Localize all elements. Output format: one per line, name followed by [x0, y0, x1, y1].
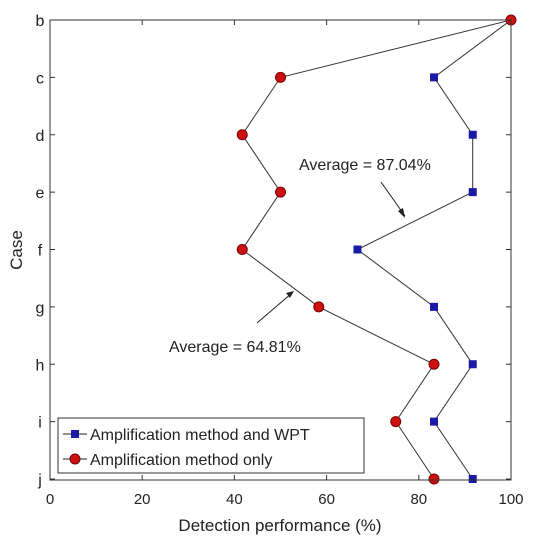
annotation-arrowhead-wpt	[398, 208, 405, 218]
y-tick-label: g	[36, 300, 45, 317]
data-point-square	[468, 130, 477, 139]
x-tick-label: 100	[498, 491, 523, 508]
data-point-circle	[275, 71, 286, 83]
x-tick-label: 80	[410, 491, 427, 508]
data-point-circle	[236, 244, 248, 255]
legend-marker-amp	[69, 453, 81, 465]
plot-frame	[49, 19, 512, 481]
annotation-wpt: Average = 87.04%	[299, 157, 431, 218]
y-tick-label: i	[38, 415, 42, 432]
data-point-circle	[313, 301, 325, 313]
annotation-text-amp: Average = 64.81%	[169, 339, 301, 356]
legend: Amplification method and WPT Amplificati…	[57, 417, 365, 474]
legend-label-amp: Amplification method only	[90, 452, 272, 469]
legend-box	[57, 417, 365, 474]
data-point-circle	[236, 129, 248, 141]
y-tick-label: d	[36, 128, 45, 145]
data-point-circle	[275, 186, 286, 198]
y-axis-label: Case	[7, 230, 26, 270]
x-axis-label: Detection performance (%)	[178, 516, 381, 535]
data-point-square	[468, 360, 477, 369]
data-point-square	[430, 302, 439, 311]
legend-marker-wpt	[71, 430, 79, 438]
annotation-arrowhead-amp	[286, 291, 294, 298]
data-point-square	[430, 73, 439, 82]
data-point-square	[430, 417, 439, 426]
annotation-amp: Average = 64.81%	[169, 291, 301, 356]
x-tick-label: 40	[226, 491, 243, 508]
y-tick-label: f	[38, 243, 43, 260]
data-point-square	[468, 188, 477, 197]
y-tick-label: j	[37, 472, 42, 489]
annotation-text-wpt: Average = 87.04%	[299, 157, 431, 174]
data-point-circle	[428, 358, 440, 370]
plot-area	[50, 20, 511, 480]
data-point-circle	[428, 473, 440, 485]
x-tick-label: 20	[134, 491, 151, 508]
y-axis-ticks: b c d e f g h i j	[36, 13, 511, 489]
y-tick-label: b	[36, 13, 45, 30]
y-tick-label: c	[36, 70, 44, 87]
x-tick-label: 60	[318, 491, 335, 508]
y-tick-label: h	[36, 357, 45, 374]
data-point-square	[468, 475, 477, 483]
y-tick-label: e	[36, 185, 45, 202]
x-tick-label: 0	[46, 491, 54, 508]
x-axis-ticks: 0 20 40 60 80 100	[46, 20, 524, 508]
legend-label-wpt: Amplification method and WPT	[90, 427, 310, 444]
data-point-square	[353, 245, 362, 254]
data-point-circle	[390, 416, 402, 428]
annotation-arrow-amp	[256, 292, 293, 324]
